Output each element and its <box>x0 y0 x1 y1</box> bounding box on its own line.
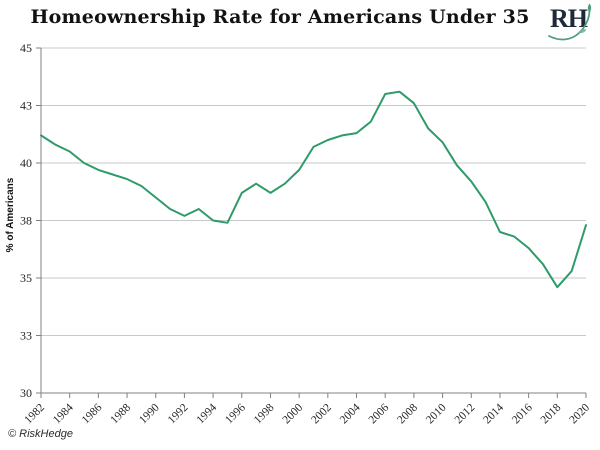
x-tick-label: 2014 <box>481 401 506 426</box>
x-tick-label: 2008 <box>395 401 420 426</box>
logo-vine-icon <box>548 3 592 41</box>
x-tick-label: 1982 <box>22 401 47 426</box>
y-tick-label: 45 <box>20 41 32 55</box>
x-tick-label: 2016 <box>510 401 535 426</box>
x-tick-label: 1992 <box>166 401 191 426</box>
x-tick-label: 1988 <box>108 401 133 426</box>
x-tick-label: 2000 <box>281 401 306 426</box>
y-axis-title: % of Americans <box>5 177 16 252</box>
y-tick-label: 33 <box>20 329 32 343</box>
copyright-note: © RiskHedge <box>8 428 73 440</box>
x-tick-label: 2012 <box>453 401 478 426</box>
x-tick-label: 2006 <box>367 401 392 426</box>
x-tick-label: 1996 <box>223 401 248 426</box>
homeownership-rate-line <box>40 90 587 289</box>
x-tick-label: 2010 <box>424 401 449 426</box>
x-tick-label: 2018 <box>539 401 564 426</box>
x-tick-label: 2020 <box>567 401 592 426</box>
riskhedge-logo: RH <box>547 3 597 43</box>
y-tick-label: 38 <box>20 214 32 228</box>
x-tick-label: 1990 <box>137 401 162 426</box>
y-tick-label: 43 <box>20 99 32 113</box>
x-tick-label: 2004 <box>338 401 363 426</box>
x-tick-label: 2002 <box>309 401 334 426</box>
x-tick-label: 1984 <box>51 401 76 426</box>
y-tick-label: 30 <box>20 386 32 400</box>
y-tick-label: 35 <box>20 271 32 285</box>
x-tick-label: 1986 <box>80 401 105 426</box>
x-tick-label: 1994 <box>194 401 219 426</box>
x-tick-label: 1998 <box>252 401 277 426</box>
y-tick-label: 40 <box>20 156 32 170</box>
chart-title: Homeownership Rate for Americans Under 3… <box>30 6 530 28</box>
logo-letters: RH <box>550 4 588 33</box>
